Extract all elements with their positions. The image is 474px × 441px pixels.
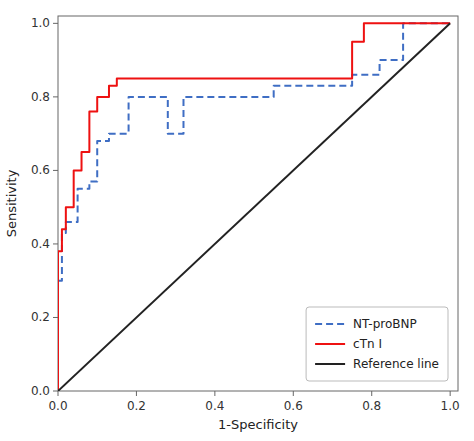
- x-tick-label: 0.0: [48, 399, 67, 413]
- legend-swatch: [315, 323, 345, 325]
- y-axis-label: Sensitivity: [4, 169, 19, 237]
- legend-swatch: [315, 363, 345, 365]
- axes: 0.0 0.2 0.4 0.6 0.8 1.0 0.0 0.2 0.4 0.6 0.8 1.0: [31, 16, 460, 413]
- plot-area: [58, 16, 458, 391]
- y-tick-label: 0.6: [31, 163, 50, 177]
- series-group: [58, 23, 450, 391]
- x-tick-label: 0.6: [284, 399, 303, 413]
- series-line: [58, 23, 450, 391]
- x-tick: [214, 391, 215, 396]
- x-tick: [58, 391, 59, 396]
- x-tick: [371, 391, 372, 396]
- legend-swatch: [315, 343, 345, 345]
- y-tick-label: 0.4: [31, 237, 50, 251]
- plot-frame: [58, 16, 458, 391]
- x-tick: [293, 391, 294, 396]
- y-tick: [53, 170, 58, 171]
- y-tick-label: 0.2: [31, 310, 50, 324]
- y-tick-label: 1.0: [31, 16, 50, 30]
- x-axis-label: 1-Specificity: [218, 417, 298, 432]
- legend: NT-proBNP cTn I Reference line: [306, 307, 448, 381]
- legend-box: [306, 307, 448, 381]
- x-tick: [450, 391, 451, 396]
- y-tick: [53, 391, 58, 392]
- y-tick: [53, 96, 58, 97]
- y-tick-label: 0.0: [31, 384, 50, 398]
- chart: 0.0 0.2 0.4 0.6 0.8 1.0 0.0 0.2 0.4 0.6 0.8 1.0 1-Sp…: [0, 0, 474, 441]
- x-tick-label: 0.2: [127, 399, 146, 413]
- y-tick-label: 0.8: [31, 90, 50, 104]
- series-line: [58, 23, 450, 391]
- legend-label: NT-proBNP: [353, 317, 417, 331]
- series-line: [58, 23, 450, 391]
- x-tick: [136, 391, 137, 396]
- y-tick: [53, 23, 58, 24]
- x-tick-label: 0.8: [362, 399, 381, 413]
- y-tick: [53, 243, 58, 244]
- legend-label: cTn I: [353, 337, 382, 351]
- x-tick-label: 1.0: [441, 399, 460, 413]
- y-tick: [53, 317, 58, 318]
- x-tick-label: 0.4: [205, 399, 224, 413]
- legend-label: Reference line: [353, 357, 439, 371]
